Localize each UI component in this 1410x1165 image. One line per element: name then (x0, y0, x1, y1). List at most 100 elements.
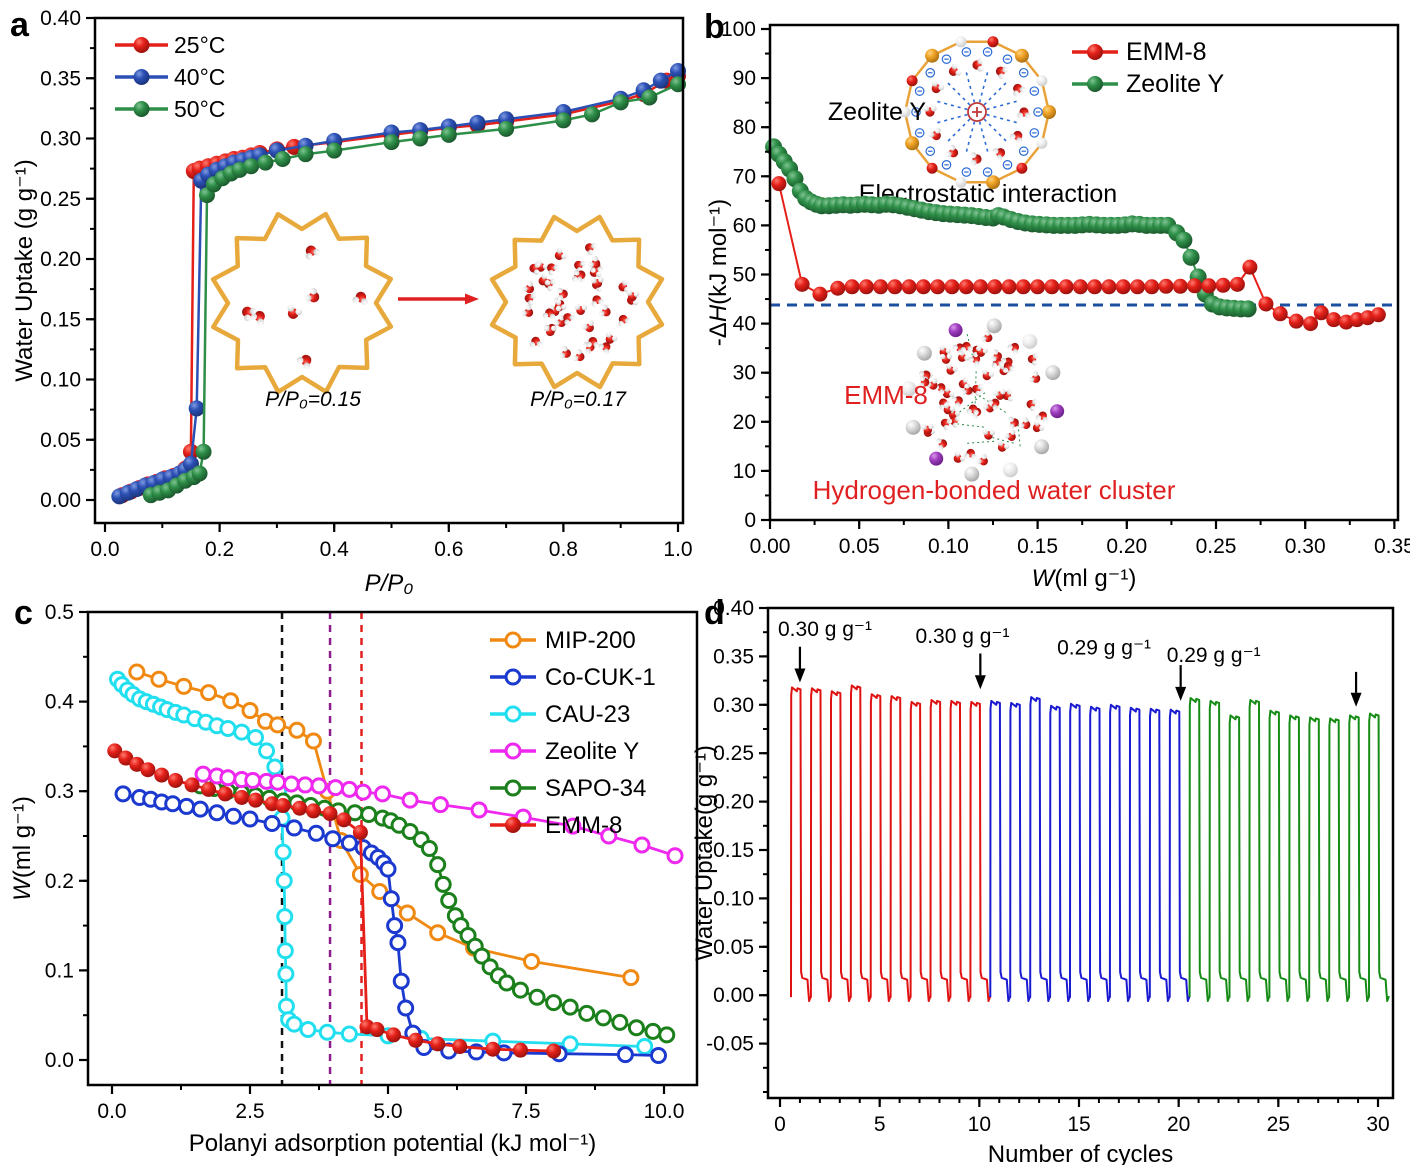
data-point-marker (114, 785, 132, 803)
water-molecule (961, 383, 973, 395)
water-molecule (573, 270, 586, 283)
hydrogen-atom (597, 266, 603, 272)
data-point-marker (498, 974, 516, 992)
y-tick-label: 0.30 (713, 694, 754, 717)
water-molecule (585, 243, 597, 256)
oxygen-atom (957, 353, 967, 362)
hydrogen-atom (586, 341, 592, 348)
data-point-marker (282, 775, 300, 793)
data-point-marker (584, 106, 601, 123)
x-tick-label: 0.0 (90, 538, 119, 561)
panel-a-label: a (10, 6, 29, 44)
water-molecule (949, 415, 961, 428)
data-point-marker (545, 994, 563, 1012)
data-point-marker (299, 1021, 317, 1039)
legend-marker (133, 101, 150, 117)
hydrogen-atom (576, 349, 582, 355)
water-molecule (618, 314, 631, 327)
data-point-marker (504, 779, 522, 797)
framework-atom (905, 136, 920, 151)
legend-label: Co-CUK-1 (545, 664, 656, 691)
oxygen-atom (1010, 342, 1020, 352)
data-point-marker (241, 810, 259, 828)
framework-atom (906, 75, 918, 87)
legend-label: MIP-200 (545, 627, 636, 654)
hydrogen-atom (961, 389, 967, 395)
hydrogen-atom (989, 430, 995, 436)
data-point-marker (408, 1032, 424, 1048)
y-tick-label: 60 (733, 214, 756, 237)
data-point-marker (128, 663, 146, 681)
electrostatic-dashes (986, 113, 1020, 125)
water-molecule (547, 263, 559, 276)
hydrogen-atom (982, 348, 989, 354)
hydrogen-atom (968, 356, 974, 363)
data-point-marker (858, 279, 874, 295)
water-molecule (997, 440, 1010, 452)
hydrogen-atom (572, 355, 579, 361)
y-tick-label: 10 (733, 460, 756, 483)
data-point-marker (386, 917, 404, 935)
hydrogen-atom (951, 63, 958, 70)
legend-item-25°C: 25°C (115, 32, 225, 58)
data-point-marker (1144, 279, 1160, 295)
hydrogen-atom (533, 269, 540, 275)
hydrogen-atom (987, 399, 994, 406)
axes-frame (768, 23, 1400, 522)
framework-atom (1042, 105, 1056, 119)
hydrogen-atom (633, 291, 640, 297)
hydrogen-atom (536, 341, 543, 347)
legend-marker (133, 37, 150, 53)
oxygen-atom (1021, 420, 1031, 429)
annotation-arrow-head (465, 293, 479, 305)
water-molecule (626, 290, 640, 302)
hydrogen-atom (937, 445, 944, 451)
hydrogen-atom (918, 382, 925, 389)
data-point-marker (600, 827, 618, 845)
data-point-marker (658, 1026, 676, 1044)
water-molecule (522, 281, 535, 294)
water-molecule (918, 375, 930, 389)
data-point-marker (336, 812, 352, 828)
hydrogen-atom (618, 320, 624, 327)
data-point-marker (812, 286, 828, 302)
y-tick-label: 0.5 (45, 601, 74, 624)
y-axis-title: -ΔH(kJ mol⁻¹) (705, 199, 732, 346)
water-molecule (296, 354, 312, 370)
legend-label: EMM-8 (1126, 38, 1207, 66)
hydrogen-atom (992, 349, 999, 355)
hydrogen-atom (603, 348, 610, 355)
y-tick-label: 90 (733, 67, 756, 90)
hydrogen-atom (966, 408, 972, 415)
data-point-marker (184, 777, 200, 793)
oxygen-atom (1031, 374, 1041, 383)
oxygen-atom (525, 284, 535, 294)
hydrogen-atom (928, 423, 934, 430)
data-point-marker (201, 781, 217, 797)
hydrogen-atom (939, 389, 945, 395)
oxygen-atom (953, 454, 963, 463)
framework-atom (925, 48, 940, 63)
water-molecule (250, 310, 265, 326)
water-molecule (968, 354, 981, 367)
water-molecule (1002, 362, 1015, 373)
data-point-marker (1182, 248, 1200, 266)
oxygen-atom (242, 306, 253, 318)
data-point-marker (276, 908, 294, 926)
electrostatic-dashes (986, 99, 1020, 111)
hydrogen-atom (1004, 433, 1010, 439)
y-tick-label: 0.05 (40, 429, 81, 452)
cluster-rim-atom (1050, 404, 1065, 419)
hydrogen-atom (993, 390, 999, 397)
hydrogen-atom (1007, 344, 1013, 350)
hydrogen-atom (964, 383, 970, 389)
data-point-marker (324, 830, 342, 848)
data-point-marker (561, 998, 579, 1016)
data-point-marker (771, 176, 787, 192)
data-point-marker (297, 146, 314, 163)
data-point-marker (652, 72, 669, 89)
data-point-marker (234, 789, 250, 805)
hydrogen-atom (310, 287, 317, 295)
water-molecule (960, 341, 973, 353)
